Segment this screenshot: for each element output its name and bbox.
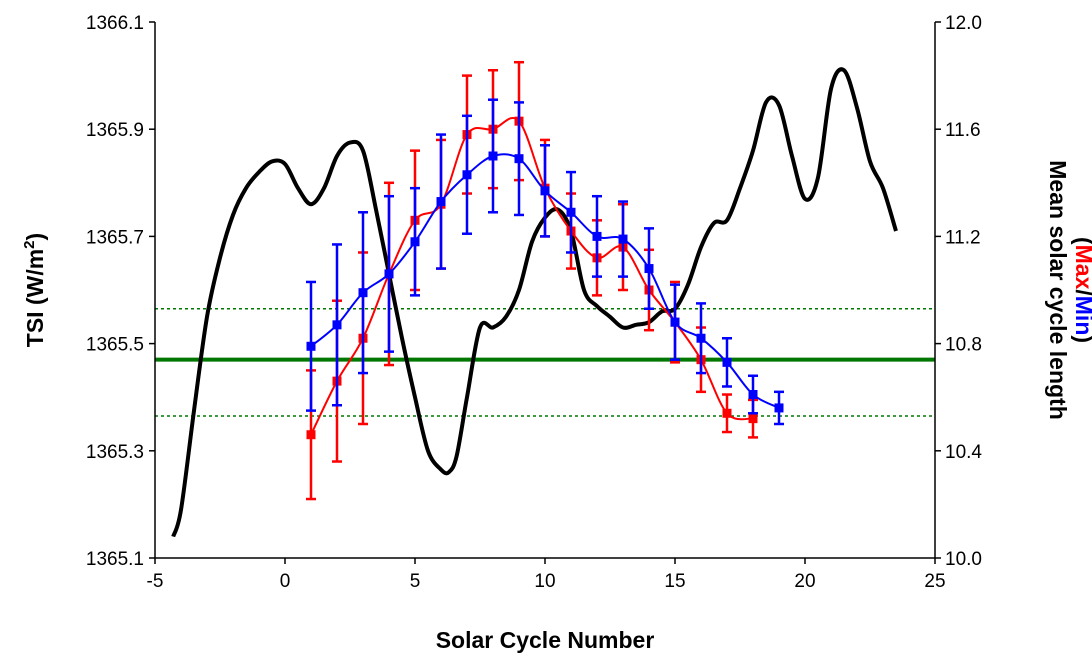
y2-subtitle-close: )	[1071, 335, 1092, 343]
min-data-point	[592, 231, 602, 241]
y-tick-label: 1366.1	[86, 13, 144, 34]
min-data-point	[436, 197, 446, 207]
x-tick-label: -5	[147, 571, 164, 592]
min-data-point	[670, 317, 680, 327]
y2-tick-label: 11.2	[945, 227, 981, 248]
plot-area	[155, 60, 935, 538]
min-data-point	[410, 237, 420, 247]
min-data-point	[566, 207, 576, 217]
min-data-point	[358, 288, 368, 298]
min-data-point	[332, 320, 342, 330]
y-axis-title: TSI (W/m2)	[21, 233, 48, 347]
y-tick-label: 1365.7	[86, 227, 144, 248]
min-data-point	[644, 264, 654, 274]
y2-subtitle-min: Min	[1071, 296, 1092, 336]
y2-subtitle-open: (	[1071, 237, 1092, 245]
max-data-point	[306, 430, 316, 440]
y-axis-title-suffix: )	[22, 233, 48, 241]
x-tick-label: 10	[534, 571, 555, 592]
min-data-point	[540, 186, 550, 196]
min-data-point	[722, 357, 732, 367]
max-data-point	[748, 414, 758, 424]
x-tick-label: 15	[664, 571, 685, 592]
y-axis-title-main: TSI (W/m	[22, 249, 48, 347]
y2-tick-label: 10.0	[945, 549, 982, 570]
length-series-line	[171, 67, 898, 538]
y2-axis-subtitle: (Max/Min)	[1071, 237, 1092, 343]
x-tick-label: 20	[794, 571, 815, 592]
y-tick-label: 1365.5	[86, 335, 144, 356]
min-data-point	[618, 234, 628, 244]
y2-tick-label: 10.4	[945, 442, 982, 463]
max-series-line	[310, 116, 754, 436]
max-data-point	[722, 408, 732, 418]
y-tick-label: 1365.1	[86, 549, 144, 570]
axes: -5 0 5 10 15 20 25 1365.1 1365.3 1365.5 1365.7 1365…	[86, 13, 983, 592]
min-data-point	[488, 151, 498, 161]
min-data-point	[514, 154, 524, 164]
x-axis-title: Solar Cycle Number	[436, 627, 655, 653]
y2-tick-label: 11.6	[945, 120, 981, 141]
min-data-point	[462, 170, 472, 180]
x-tick-label: 0	[280, 571, 291, 592]
y2-tick-label: 10.8	[945, 335, 982, 356]
y-tick-label: 1365.3	[86, 442, 144, 463]
y-tick-label: 1365.9	[86, 120, 144, 141]
y2-subtitle-max: Max	[1071, 245, 1092, 290]
y-axis-title-sup: 2	[21, 240, 38, 248]
min-data-point	[696, 333, 706, 343]
y2-subtitle-slash: /	[1071, 289, 1092, 296]
y2-tick-label: 12.0	[945, 13, 982, 34]
min-data-point	[306, 341, 316, 351]
x-tick-label: 5	[410, 571, 421, 592]
x-tick-label: 25	[924, 571, 945, 592]
min-data-point	[748, 390, 758, 400]
y2-axis-title: Mean solar cycle length	[1045, 160, 1071, 419]
min-data-point	[774, 403, 784, 413]
min-data-point	[384, 269, 394, 279]
